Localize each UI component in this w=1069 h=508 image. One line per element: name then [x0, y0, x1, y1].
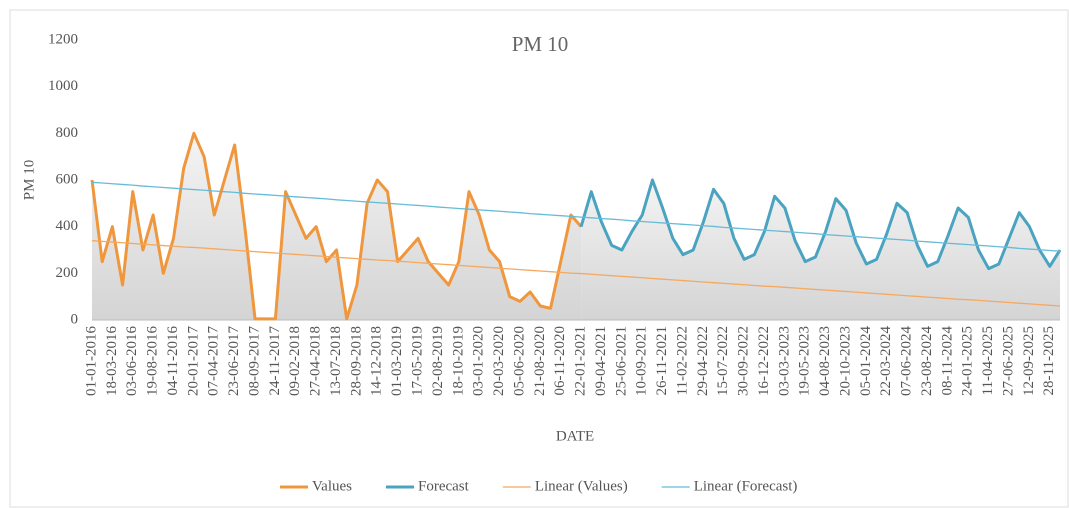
x-tick-label: 11-04-2025 — [980, 326, 996, 395]
chart-title: PM 10 — [512, 32, 569, 56]
x-tick-label: 13-07-2018 — [328, 326, 344, 396]
y-tick-label: 600 — [56, 171, 79, 187]
x-tick-label: 22-03-2024 — [878, 326, 894, 396]
x-tick-label: 07-04-2017 — [206, 326, 222, 396]
x-tick-label: 04-11-2016 — [165, 326, 181, 396]
x-tick-label: 19-08-2016 — [145, 326, 161, 396]
x-tick-label: 30-09-2022 — [736, 326, 752, 396]
x-tick-label: 18-10-2019 — [450, 326, 466, 396]
x-tick-label: 02-08-2019 — [430, 326, 446, 396]
x-tick-label: 08-09-2017 — [246, 326, 262, 396]
x-tick-label: 14-12-2018 — [369, 326, 385, 396]
x-tick-label: 09-02-2018 — [287, 326, 303, 396]
x-tick-label: 22-01-2021 — [573, 326, 589, 396]
x-tick-label: 29-04-2022 — [695, 326, 711, 396]
legend-label: Linear (Forecast) — [694, 478, 798, 494]
x-tick-label: 27-06-2025 — [1000, 326, 1016, 396]
x-tick-label: 24-01-2025 — [960, 326, 976, 396]
x-tick-label: 10-09-2021 — [634, 326, 650, 396]
x-tick-label: 26-11-2021 — [654, 326, 670, 395]
x-tick-label: 17-05-2019 — [410, 326, 426, 396]
y-tick-label: 200 — [56, 265, 79, 281]
series-line — [91, 240, 1061, 307]
x-tick-label: 25-06-2021 — [613, 326, 629, 396]
x-tick-label: 09-04-2021 — [593, 326, 609, 396]
x-tick-label: 23-06-2017 — [226, 326, 242, 396]
series-line — [91, 181, 1061, 252]
series-area — [581, 180, 1060, 320]
series-line — [579, 178, 1062, 271]
series-line — [90, 131, 583, 321]
x-tick-label: 03-03-2023 — [776, 326, 792, 396]
x-tick-label: 03-01-2020 — [471, 326, 487, 396]
x-tick-label: 24-11-2017 — [267, 326, 283, 396]
x-tick-label: 11-02-2022 — [674, 326, 690, 395]
x-tick-label: 12-09-2025 — [1021, 326, 1037, 396]
y-tick-label: 400 — [56, 218, 79, 234]
x-tick-label: 18-03-2016 — [104, 326, 120, 396]
y-tick-label: 1000 — [48, 78, 78, 94]
y-tick-label: 1200 — [48, 31, 78, 47]
x-tick-label: 28-11-2025 — [1041, 326, 1057, 395]
legend-label: Forecast — [418, 478, 470, 494]
x-tick-label: 28-09-2018 — [348, 326, 364, 396]
x-tick-label: 16-12-2022 — [756, 326, 772, 396]
series-area — [92, 133, 582, 320]
x-tick-label: 20-03-2020 — [491, 326, 507, 396]
x-tick-label: 08-11-2024 — [939, 326, 955, 396]
x-axis-title: DATE — [556, 428, 594, 444]
y-tick-label: 800 — [56, 125, 79, 141]
x-tick-label: 04-08-2023 — [817, 326, 833, 396]
legend-label: Values — [312, 478, 352, 494]
x-tick-label: 15-07-2022 — [715, 326, 731, 396]
x-tick-label: 20-10-2023 — [837, 326, 853, 396]
x-tick-label: 05-01-2024 — [858, 326, 874, 396]
y-axis-title: PM 10 — [21, 160, 37, 200]
x-tick-label: 19-05-2023 — [797, 326, 813, 396]
x-tick-label: 27-04-2018 — [308, 326, 324, 396]
x-tick-label: 05-06-2020 — [511, 326, 527, 396]
x-tick-label: 06-11-2020 — [552, 326, 568, 395]
y-tick-label: 0 — [71, 311, 79, 327]
x-tick-label: 21-08-2020 — [532, 326, 548, 396]
x-tick-label: 23-08-2024 — [919, 326, 935, 396]
x-tick-label: 03-06-2016 — [124, 326, 140, 396]
x-tick-label: 07-06-2024 — [899, 326, 915, 396]
legend-label: Linear (Values) — [535, 478, 628, 494]
x-tick-label: 01-03-2019 — [389, 326, 405, 396]
x-tick-label: 20-01-2017 — [185, 326, 201, 396]
x-tick-label: 01-01-2016 — [83, 326, 99, 396]
